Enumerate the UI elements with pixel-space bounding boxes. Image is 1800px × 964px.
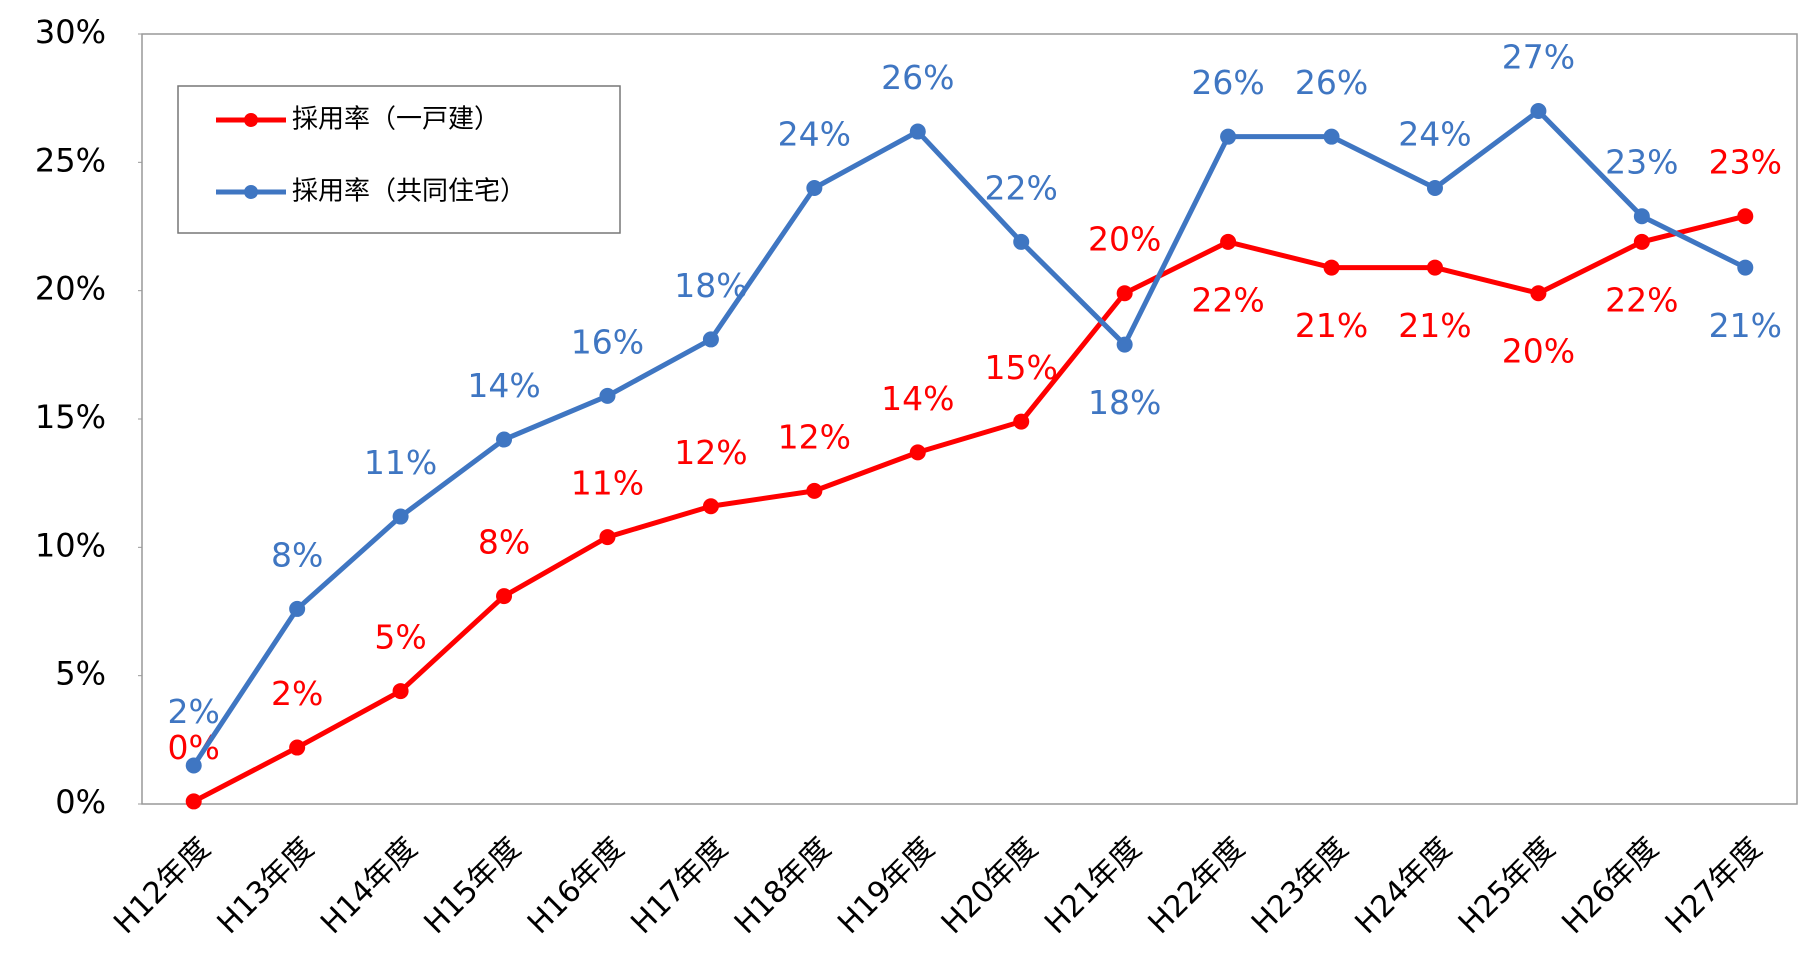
data-point [806,180,823,196]
data-label: 26% [881,58,954,97]
data-point [185,793,202,810]
data-point [599,387,616,404]
legend-marker [244,185,258,199]
data-point [1530,285,1547,302]
data-label: 12% [778,417,851,456]
data-point [1220,233,1237,250]
data-label: 8% [478,523,530,562]
data-point [1633,233,1650,250]
y-tick-label: 25% [35,141,106,179]
x-tick-label: H14年度 [314,831,424,941]
data-label: 26% [1191,63,1264,102]
x-tick-label: H27年度 [1659,831,1769,941]
data-label: 21% [1709,306,1782,345]
data-label: 22% [1191,280,1264,319]
data-point [1426,180,1443,196]
x-tick-label: H15年度 [418,831,528,941]
data-point [185,757,202,774]
data-point [392,508,409,525]
data-point [496,588,513,605]
data-point [1220,128,1237,145]
data-label: 5% [374,618,426,657]
y-tick-label: 5% [55,655,106,693]
data-label: 18% [1088,383,1161,422]
y-tick-label: 15% [35,398,106,436]
x-tick-label: H17年度 [624,831,734,941]
data-label: 24% [778,115,851,154]
x-tick-label: H25年度 [1452,831,1562,941]
data-point [806,482,823,499]
data-label: 14% [467,366,540,405]
x-tick-label: H24年度 [1349,831,1459,941]
data-point [1323,128,1340,145]
legend-label: 採用率（一戸建） [292,105,500,135]
data-label: 12% [674,433,747,472]
data-point [702,331,719,348]
data-label: 16% [571,322,644,361]
x-tick-label: H23年度 [1245,831,1355,941]
data-point [909,444,926,461]
data-label: 21% [1295,306,1368,345]
data-label: 2% [168,692,220,731]
data-point [496,431,513,448]
data-point [1013,233,1030,250]
data-point [289,600,306,617]
x-tick-label: H16年度 [521,831,631,941]
data-label: 22% [985,168,1058,207]
data-point [1737,259,1754,276]
data-label: 26% [1295,63,1368,102]
data-point [1116,336,1133,353]
x-tick-label: H18年度 [728,831,838,941]
data-label: 14% [881,379,954,418]
data-label: 2% [271,674,323,713]
data-label: 24% [1398,115,1471,154]
data-label: 11% [571,464,644,503]
data-label: 21% [1398,306,1471,345]
data-point [392,683,409,700]
x-tick-label: H21年度 [1038,831,1148,941]
data-point [599,529,616,546]
x-tick-label: H12年度 [107,831,217,941]
data-label: 11% [364,443,437,482]
data-point [1426,259,1443,276]
data-point [1116,285,1133,302]
data-label: 8% [271,535,323,574]
data-point [289,739,306,756]
data-point [702,498,719,515]
x-tick-label: H26年度 [1555,831,1665,941]
legend-marker [244,113,258,127]
data-label: 23% [1709,143,1782,182]
x-tick-label: H19年度 [831,831,941,941]
series-line [192,213,1746,804]
x-tick-label: H22年度 [1142,831,1252,941]
x-tick-label: H13年度 [211,831,321,941]
data-label: 20% [1088,220,1161,259]
data-point [1737,208,1754,225]
y-tick-label: 30% [35,13,106,51]
data-point [909,123,926,140]
y-tick-label: 0% [55,783,106,821]
x-tick-label: H20年度 [935,831,1045,941]
data-point [1530,103,1547,119]
data-label: 27% [1502,38,1575,77]
legend-label: 採用率（共同住宅） [292,177,526,207]
data-label: 20% [1502,332,1575,371]
data-label: 23% [1605,143,1678,182]
data-point [1633,208,1650,225]
data-label: 22% [1605,280,1678,319]
data-label: 18% [674,266,747,305]
y-tick-label: 20% [35,270,106,308]
data-point [1013,413,1030,430]
y-tick-label: 10% [35,526,106,564]
legend-box [177,85,621,234]
series-line [191,108,1747,767]
data-label: 15% [985,348,1058,387]
data-point [1323,259,1340,276]
